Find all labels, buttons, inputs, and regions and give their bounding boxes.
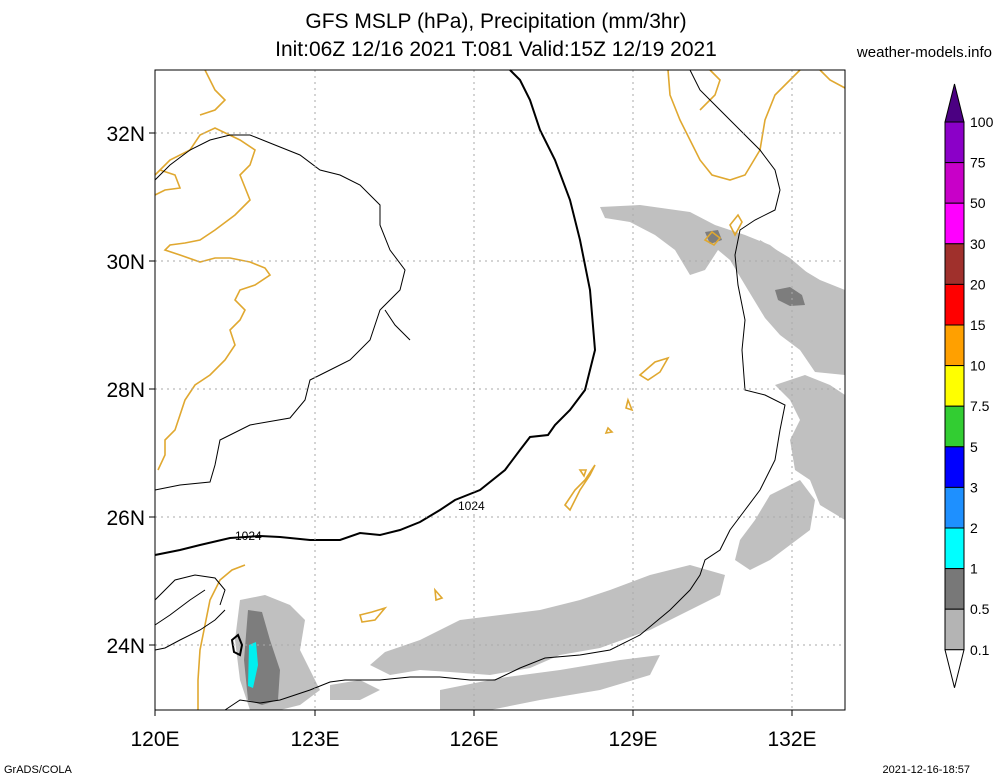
precip-area bbox=[600, 205, 845, 375]
legend-label: 3 bbox=[970, 479, 978, 495]
y-tick-label: 28N bbox=[106, 379, 145, 402]
legend-swatch bbox=[944, 486, 965, 529]
legend-swatch bbox=[944, 121, 965, 164]
coastline bbox=[703, 230, 722, 247]
coastline bbox=[359, 606, 388, 623]
legend-label: 1 bbox=[970, 561, 978, 577]
x-tick-label: 129E bbox=[608, 728, 657, 751]
isobar-high-center bbox=[230, 633, 244, 657]
isobar-1024 bbox=[154, 69, 597, 556]
isobar-layer bbox=[154, 69, 786, 711]
isobar bbox=[154, 574, 226, 606]
legend-swatch bbox=[944, 324, 965, 367]
isobar bbox=[384, 309, 411, 341]
coastline bbox=[638, 356, 670, 381]
plot-frame bbox=[154, 69, 846, 711]
legend-swatch bbox=[944, 405, 965, 448]
legend-swatch bbox=[944, 446, 965, 488]
coastline bbox=[729, 213, 743, 237]
isobar-label: 1024 bbox=[458, 499, 485, 513]
legend-label: 100 bbox=[970, 114, 994, 130]
legend-cap-top bbox=[944, 83, 965, 123]
coastline bbox=[819, 69, 846, 89]
precip-area bbox=[755, 240, 845, 330]
legend-swatch bbox=[944, 283, 965, 326]
legend-label: 15 bbox=[970, 317, 986, 333]
x-tick-label: 120E bbox=[130, 728, 179, 751]
coastline bbox=[667, 69, 801, 181]
legend-label: 10 bbox=[970, 358, 986, 374]
precip-area bbox=[775, 375, 845, 520]
legend-swatch bbox=[944, 365, 965, 407]
legend-label: 0.5 bbox=[970, 601, 990, 617]
coastline bbox=[199, 69, 227, 116]
y-tick-label: 30N bbox=[106, 251, 145, 274]
legend-swatch bbox=[944, 568, 965, 610]
y-tick-label: 24N bbox=[106, 635, 145, 658]
legend-swatch bbox=[944, 162, 965, 204]
legend-swatch bbox=[944, 202, 965, 245]
isobar bbox=[154, 589, 206, 626]
precip-area bbox=[440, 655, 660, 710]
legend-label: 5 bbox=[970, 439, 978, 455]
coastline bbox=[578, 469, 588, 478]
legend-label: 75 bbox=[970, 155, 986, 171]
x-tick-label: 123E bbox=[290, 728, 339, 751]
legend-cap-bottom bbox=[944, 649, 965, 688]
coastline bbox=[563, 464, 596, 512]
grid-layer bbox=[155, 70, 845, 710]
precip-area bbox=[330, 680, 380, 700]
x-tick-label: 126E bbox=[449, 728, 498, 751]
map-title: GFS MSLP (hPa), Precipitation (mm/3hr) bbox=[305, 10, 687, 33]
precip-area bbox=[370, 565, 725, 675]
precip-legend: 100 75 50 30 20 15 10 7.5 5 3 2 1 0.5 0.1 bbox=[944, 83, 994, 688]
coastline bbox=[433, 587, 444, 602]
y-tick-label: 26N bbox=[106, 507, 145, 530]
legend-swatch bbox=[944, 527, 965, 570]
legend-swatch bbox=[944, 608, 965, 651]
legend-label: 7.5 bbox=[970, 398, 990, 414]
precip-area bbox=[775, 287, 805, 306]
footer-timestamp: 2021-12-16-18:57 bbox=[882, 764, 970, 776]
legend-label: 50 bbox=[970, 195, 986, 211]
legend-label: 20 bbox=[970, 276, 986, 292]
isobar-label: 1024 bbox=[235, 529, 262, 543]
isobar bbox=[154, 134, 406, 491]
precip-layer bbox=[235, 205, 845, 710]
isobar bbox=[224, 69, 786, 711]
credit-text: weather-models.info bbox=[856, 44, 992, 61]
coastline bbox=[154, 169, 182, 196]
coastline bbox=[699, 69, 721, 111]
legend-label: 30 bbox=[970, 236, 986, 252]
x-tick-label: 132E bbox=[767, 728, 816, 751]
coastline bbox=[197, 564, 246, 710]
coastline-layer bbox=[154, 69, 846, 710]
legend-label: 0.1 bbox=[970, 642, 990, 658]
precip-area bbox=[735, 480, 815, 570]
coastline bbox=[625, 397, 634, 412]
precip-area bbox=[248, 642, 258, 688]
coastline bbox=[154, 127, 272, 471]
map-subtitle: Init:06Z 12/16 2021 T:081 Valid:15Z 12/1… bbox=[275, 38, 717, 61]
footer-software: GrADS/COLA bbox=[4, 764, 72, 776]
isobar bbox=[154, 609, 226, 651]
legend-swatch bbox=[944, 243, 965, 285]
y-tick-label: 32N bbox=[106, 123, 145, 146]
coastline bbox=[604, 426, 614, 435]
legend-label: 2 bbox=[970, 520, 978, 536]
